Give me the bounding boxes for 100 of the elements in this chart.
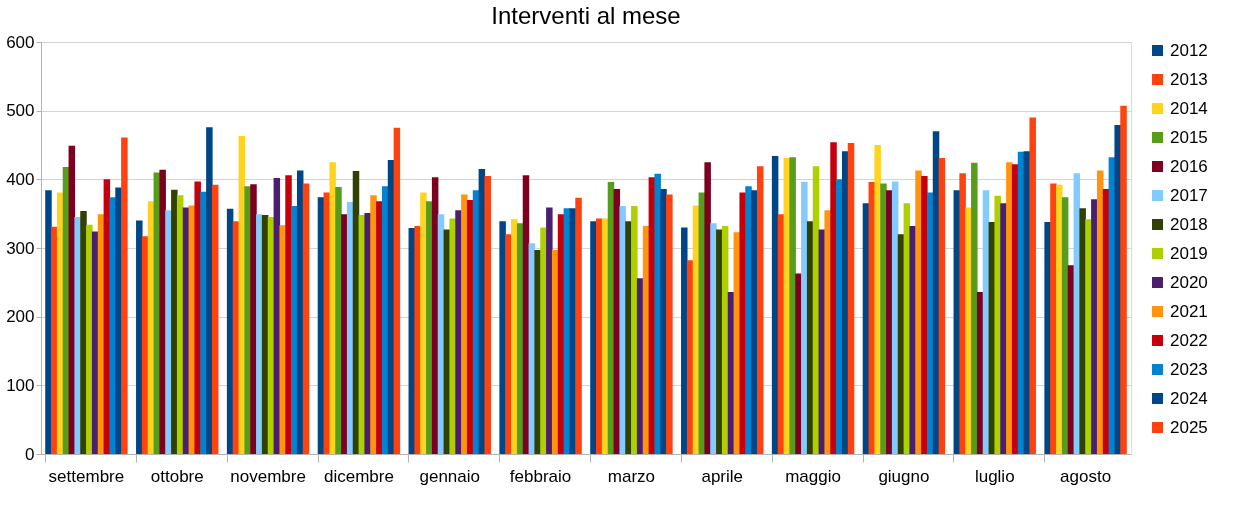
bar	[352, 171, 360, 454]
bar	[862, 203, 870, 454]
bar	[897, 234, 905, 454]
bar	[1120, 105, 1127, 454]
legend-label: 2024	[1170, 388, 1208, 408]
bar	[642, 226, 650, 454]
bar	[540, 227, 547, 454]
bar	[56, 192, 64, 454]
x-tick-label: dicembre	[323, 466, 394, 486]
bar	[692, 205, 700, 454]
bar	[200, 191, 207, 454]
bar	[976, 291, 984, 454]
legend-label: 2017	[1170, 185, 1208, 205]
bar	[511, 219, 518, 454]
legend-label: 2015	[1170, 127, 1208, 147]
bar	[426, 201, 433, 454]
bar	[847, 142, 855, 454]
bar	[654, 173, 661, 454]
bar	[666, 194, 673, 454]
bar	[194, 181, 201, 454]
bar	[302, 183, 310, 454]
bar	[1096, 170, 1104, 454]
legend-label: 2012	[1170, 40, 1208, 60]
legend-label: 2019	[1170, 243, 1208, 263]
bar	[505, 234, 512, 454]
bar	[261, 215, 269, 454]
legend-label: 2014	[1170, 98, 1208, 118]
bar	[141, 236, 149, 454]
bar	[1079, 208, 1086, 454]
bar	[801, 182, 808, 454]
x-tick-label: maggio	[785, 466, 841, 486]
bar	[329, 162, 336, 454]
bar	[1114, 125, 1121, 454]
bar	[982, 190, 990, 454]
bar	[836, 179, 843, 454]
bar	[147, 201, 155, 454]
bar	[317, 197, 325, 454]
bar	[745, 186, 752, 454]
y-tick-label: 100	[6, 375, 35, 395]
legend-label: 2023	[1170, 359, 1208, 379]
bar	[601, 218, 609, 454]
bar	[171, 189, 178, 454]
bar	[921, 175, 928, 454]
chart-title: Interventi al mese	[491, 2, 681, 29]
y-tick-label: 500	[6, 101, 35, 121]
bar	[681, 227, 688, 454]
y-tick-label: 600	[6, 32, 35, 52]
y-tick-label: 200	[6, 307, 35, 327]
bar	[880, 183, 887, 454]
bar	[335, 186, 342, 454]
x-tick-label: agosto	[1060, 466, 1112, 486]
bar	[267, 217, 275, 454]
bar	[80, 210, 87, 454]
bar	[830, 142, 837, 454]
bar	[1091, 199, 1098, 454]
bar	[461, 194, 468, 454]
bar	[631, 206, 638, 454]
bar	[74, 217, 81, 454]
bar	[704, 162, 711, 454]
bar	[387, 160, 395, 454]
bar	[136, 220, 143, 454]
bar	[182, 207, 190, 454]
bar	[1056, 184, 1063, 454]
legend-label: 2018	[1170, 214, 1208, 234]
bar	[484, 175, 491, 454]
x-tick-label: luglio	[974, 466, 1015, 486]
bar	[886, 190, 893, 454]
bar	[1044, 221, 1051, 454]
bar	[841, 151, 849, 454]
bar	[1061, 197, 1069, 454]
x-tick-label: febbraio	[509, 466, 572, 486]
bar	[789, 157, 796, 454]
bar	[466, 199, 474, 454]
bar	[381, 186, 389, 454]
bar	[244, 186, 251, 454]
bar	[376, 201, 383, 454]
bar	[710, 223, 717, 454]
bar	[1000, 203, 1007, 454]
legend-label: 2021	[1170, 301, 1208, 321]
x-tick-label: giugno	[878, 466, 930, 486]
bar	[619, 206, 626, 454]
bar	[965, 207, 972, 454]
bar	[909, 226, 916, 454]
x-tick-label: gennaio	[419, 466, 481, 486]
bar	[994, 195, 1001, 454]
bar	[926, 192, 934, 454]
bar	[522, 175, 530, 454]
bar	[431, 177, 439, 454]
bar	[751, 190, 758, 454]
legend-label: 2020	[1170, 272, 1208, 292]
bar	[1006, 162, 1013, 454]
bar	[1029, 117, 1036, 454]
bar	[91, 231, 99, 454]
bar	[756, 166, 764, 454]
bar	[455, 210, 462, 454]
bar	[596, 218, 603, 454]
bar	[370, 195, 377, 454]
bar	[449, 218, 456, 454]
y-tick-label: 0	[25, 444, 35, 464]
bar	[812, 166, 820, 454]
